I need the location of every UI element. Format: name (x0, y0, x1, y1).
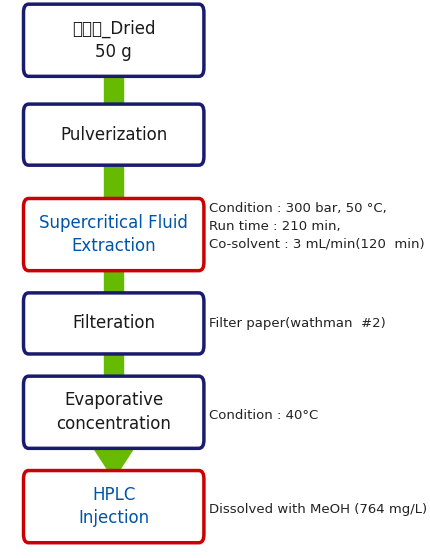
Text: HPLC
Injection: HPLC Injection (78, 486, 149, 527)
FancyBboxPatch shape (24, 376, 203, 448)
Text: Dissolved with MeOH (764 mg/L): Dissolved with MeOH (764 mg/L) (209, 503, 426, 516)
Polygon shape (86, 293, 141, 303)
FancyBboxPatch shape (24, 293, 203, 354)
Text: Supercritical Fluid
Extraction: Supercritical Fluid Extraction (39, 214, 188, 256)
FancyArrow shape (92, 440, 135, 479)
Polygon shape (86, 199, 141, 209)
Text: Filter paper(wathman  #2): Filter paper(wathman #2) (209, 317, 385, 330)
FancyBboxPatch shape (24, 199, 203, 271)
Bar (104, 157, 123, 199)
FancyBboxPatch shape (24, 104, 203, 165)
FancyBboxPatch shape (24, 470, 203, 543)
FancyBboxPatch shape (24, 4, 203, 76)
Text: 비파엽_Dried
50 g: 비파엽_Dried 50 g (72, 20, 155, 61)
Bar (104, 262, 123, 293)
Text: Pulverization: Pulverization (60, 126, 167, 143)
Polygon shape (86, 376, 141, 386)
Bar (104, 345, 123, 376)
Bar (104, 68, 123, 104)
Text: Condition : 40°C: Condition : 40°C (209, 408, 317, 421)
Polygon shape (86, 104, 141, 114)
Text: Filteration: Filteration (72, 314, 155, 333)
Text: Condition : 300 bar, 50 °C,
Run time : 210 min,
Co-solvent : 3 mL/min(120  min): Condition : 300 bar, 50 °C, Run time : 2… (209, 202, 424, 251)
Text: Evaporative
concentration: Evaporative concentration (56, 392, 171, 433)
